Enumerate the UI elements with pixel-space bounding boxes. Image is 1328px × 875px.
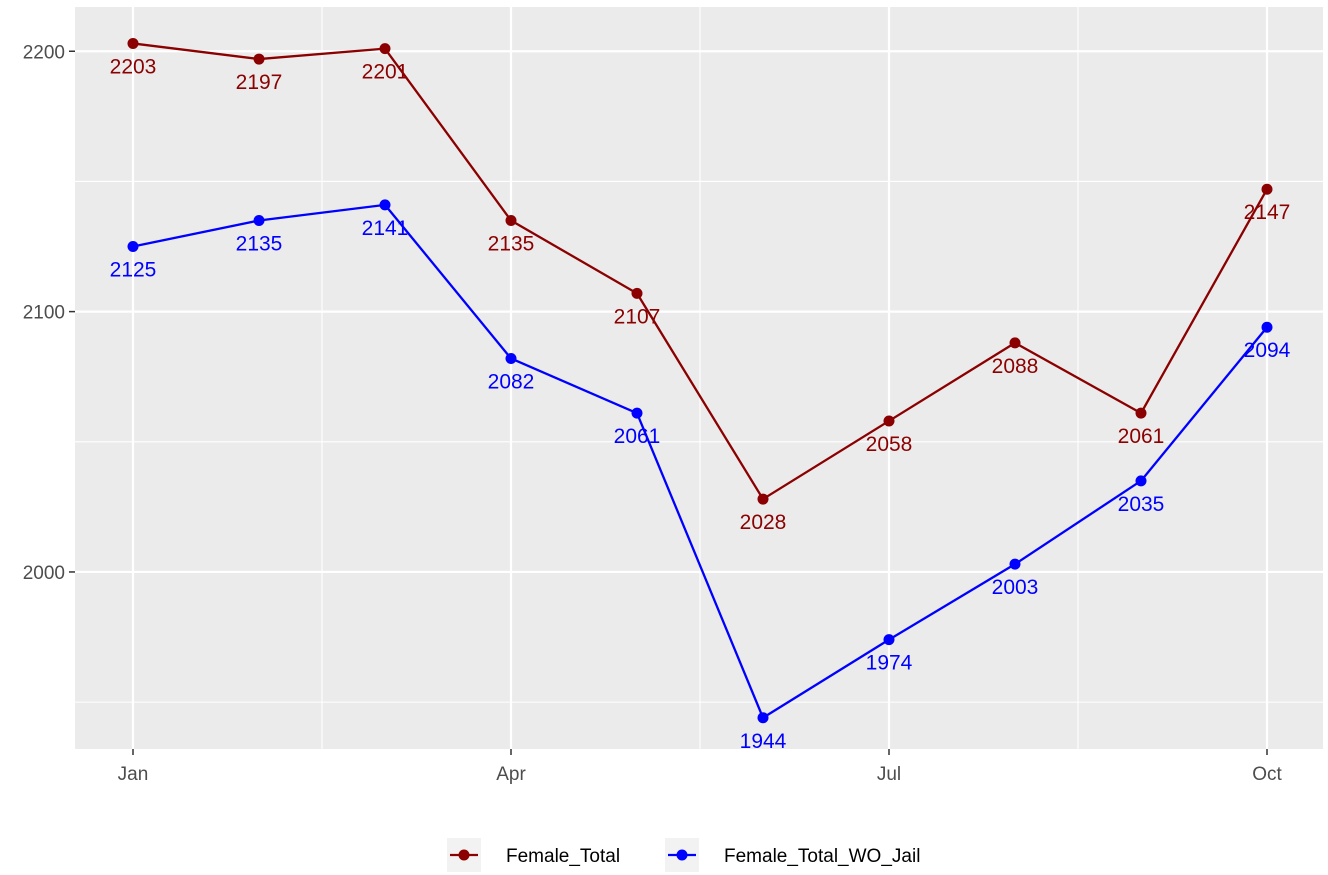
data-label: 1974 bbox=[866, 652, 913, 675]
series-line-Female_Total_WO_Jail bbox=[132, 203, 1268, 719]
legend-label: Female_Total_WO_Jail bbox=[724, 846, 920, 867]
data-label: 2125 bbox=[110, 259, 157, 282]
data-labels: 2203 2197 2201 2135 2107 2028 2058 2088 2061 2147… bbox=[110, 55, 1291, 752]
data-label: 2197 bbox=[236, 71, 283, 94]
data-label: 2082 bbox=[488, 370, 535, 393]
series-layer bbox=[127, 37, 1273, 724]
data-point bbox=[1261, 321, 1273, 333]
data-point bbox=[127, 37, 139, 49]
panel-background bbox=[75, 7, 1323, 749]
data-label: 2135 bbox=[236, 232, 283, 255]
data-point bbox=[1261, 183, 1273, 195]
data-point bbox=[631, 407, 643, 419]
data-point bbox=[883, 634, 895, 646]
data-label: 2088 bbox=[992, 355, 1039, 378]
data-label: 2035 bbox=[1118, 493, 1165, 516]
data-point bbox=[1009, 558, 1021, 570]
y-tick-label: 2000 bbox=[23, 563, 65, 584]
legend: Female_Total Female_Total_WO_Jail bbox=[447, 838, 920, 872]
legend-label: Female_Total bbox=[506, 846, 620, 867]
data-label: 2201 bbox=[362, 61, 409, 84]
data-point bbox=[1135, 475, 1147, 487]
y-tick-label: 2100 bbox=[23, 303, 65, 324]
x-tick-label: Apr bbox=[496, 764, 526, 785]
data-label: 2147 bbox=[1244, 201, 1291, 224]
data-point bbox=[883, 415, 895, 427]
data-point bbox=[757, 712, 769, 724]
legend-key-point bbox=[676, 849, 688, 861]
data-point bbox=[127, 241, 139, 253]
y-tick-label: 2200 bbox=[23, 42, 65, 63]
data-label: 2203 bbox=[110, 55, 157, 78]
data-label: 2003 bbox=[992, 576, 1039, 599]
major-gridlines bbox=[75, 7, 1323, 749]
data-label: 2135 bbox=[488, 232, 535, 255]
data-label: 2061 bbox=[1118, 425, 1165, 448]
data-point bbox=[631, 287, 643, 299]
x-tick-label: Jul bbox=[877, 764, 901, 785]
data-label: 2061 bbox=[614, 425, 661, 448]
legend-key-point bbox=[458, 849, 470, 861]
data-point bbox=[379, 199, 391, 211]
data-point bbox=[505, 352, 517, 364]
series-line-Female_Total bbox=[132, 42, 1269, 501]
data-label: 1944 bbox=[740, 730, 787, 753]
data-label: 2141 bbox=[362, 217, 409, 240]
data-point bbox=[253, 53, 265, 65]
data-point bbox=[505, 214, 517, 226]
data-point bbox=[253, 214, 265, 226]
data-label: 2028 bbox=[740, 511, 787, 534]
data-point bbox=[1009, 337, 1021, 349]
axis-ticks: 2000 2100 2200 Jan Apr Jul Oct bbox=[23, 42, 1283, 785]
data-point bbox=[379, 43, 391, 55]
data-point bbox=[1135, 407, 1147, 419]
data-point bbox=[757, 493, 769, 505]
data-label: 2058 bbox=[866, 433, 913, 456]
x-tick-label: Jan bbox=[118, 764, 149, 785]
data-label: 2094 bbox=[1244, 339, 1291, 362]
data-label: 2107 bbox=[614, 305, 661, 328]
x-tick-label: Oct bbox=[1252, 764, 1282, 785]
